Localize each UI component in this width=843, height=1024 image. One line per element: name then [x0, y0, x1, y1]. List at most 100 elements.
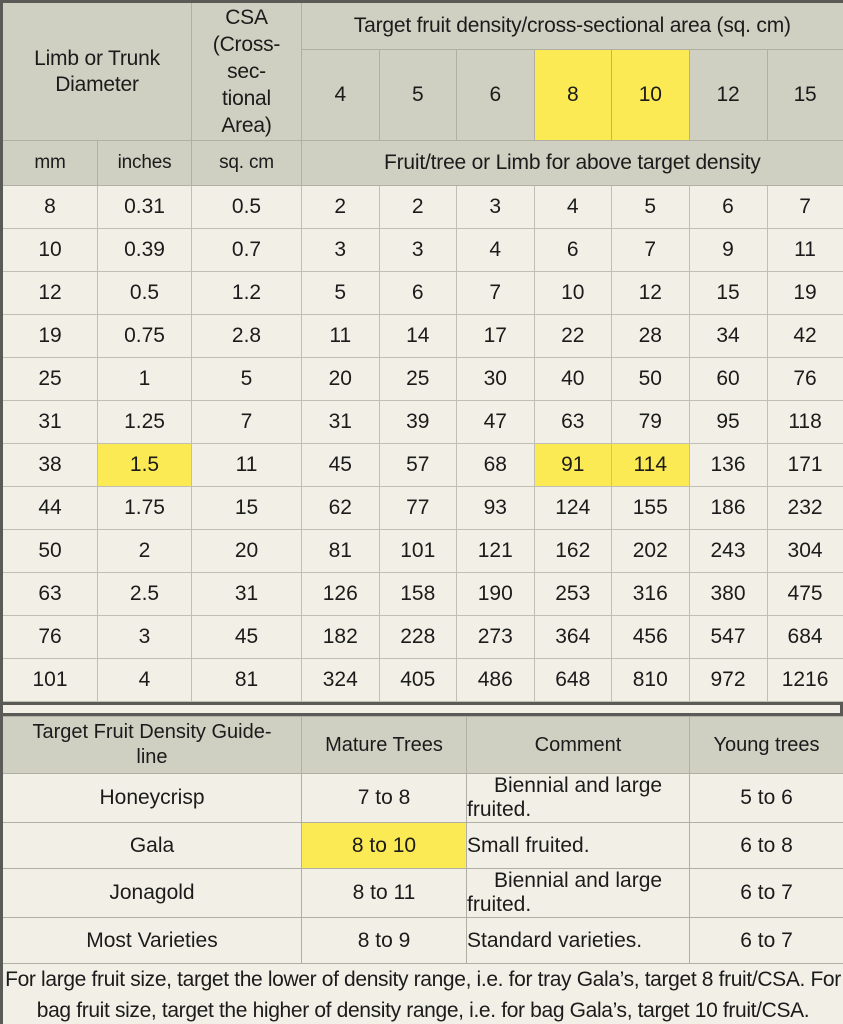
cell-density-12: 243 [688, 529, 768, 573]
header-fruit-per-tree-span: Fruit/tree or Limb for above target dens… [301, 140, 843, 186]
header-limb-or-trunk-diameter: Limb or Trunk Diameter [0, 1, 193, 141]
cell-density-4: 5 [301, 271, 380, 315]
cell-young-trees: 6 to 7 [689, 917, 843, 964]
cell-variety-name: Jonagold [1, 868, 302, 918]
cell-density-5: 101 [378, 529, 458, 573]
cell-density-5: 6 [378, 271, 458, 315]
cell-density-6: 47 [456, 400, 535, 444]
cell-density-4: 182 [301, 615, 380, 659]
cell-density-15: 304 [766, 529, 843, 573]
cell-mm: 38 [1, 443, 98, 487]
cell-inches: 2 [96, 529, 193, 573]
cell-sqcm: 15 [191, 486, 303, 530]
cell-density-8: 40 [533, 357, 613, 401]
cell-density-15: 42 [766, 314, 843, 358]
cell-young-trees: 6 to 8 [689, 822, 843, 869]
cell-density-4: 62 [301, 486, 380, 530]
cell-density-12: 380 [688, 572, 768, 616]
cell-density-5: 2 [378, 185, 458, 229]
cell-inches: 1.75 [96, 486, 193, 530]
cell-density-10: 155 [611, 486, 690, 530]
cell-density-12: 95 [688, 400, 768, 444]
cell-sqcm: 5 [191, 357, 303, 401]
table-row: 38 1.5 11 45 57 68 91 114 136 171 [1, 443, 843, 487]
guideline-row: Honeycrisp 7 to 8 Biennial and large fruit… [1, 773, 843, 823]
cell-inches: 1.5 [96, 443, 193, 487]
cell-density-5: 14 [378, 314, 458, 358]
guideline-row: Jonagold 8 to 11 Biennial and large fruite… [1, 868, 843, 918]
cell-mm: 31 [1, 400, 98, 444]
cell-density-6: 273 [456, 615, 535, 659]
cell-density-15: 7 [766, 185, 843, 229]
cell-density-10: 79 [611, 400, 690, 444]
header-density-12: 12 [688, 49, 768, 141]
cell-density-8: 124 [533, 486, 613, 530]
cell-mm: 25 [1, 357, 98, 401]
guideline-row: Most Varieties 8 to 9 Standard varieties. 6… [1, 917, 843, 964]
cell-density-10: 114 [611, 443, 690, 487]
table-row: 50 2 20 81 101 121 162 202 243 304 [1, 529, 843, 573]
cell-density-8: 253 [533, 572, 613, 616]
cell-density-5: 77 [378, 486, 458, 530]
cell-sqcm: 7 [191, 400, 303, 444]
cell-inches: 4 [96, 658, 193, 702]
cell-density-4: 324 [301, 658, 380, 702]
cell-density-6: 7 [456, 271, 535, 315]
cell-comment: Small fruited. [466, 822, 690, 869]
cell-density-8: 63 [533, 400, 613, 444]
top-header-row-title: Limb or Trunk Diameter CSA (Cross-sec-tio… [0, 1, 843, 141]
cell-density-10: 7 [611, 228, 690, 272]
cell-mm: 63 [1, 572, 98, 616]
cell-mature-trees: 7 to 8 [301, 773, 467, 823]
header-density-10: 10 [611, 49, 690, 141]
cell-density-6: 121 [456, 529, 535, 573]
cell-density-5: 39 [378, 400, 458, 444]
cell-density-5: 25 [378, 357, 458, 401]
table-separator [0, 702, 843, 716]
cell-density-12: 15 [688, 271, 768, 315]
cell-mm: 50 [1, 529, 98, 573]
cell-density-6: 190 [456, 572, 535, 616]
cell-density-10: 316 [611, 572, 690, 616]
cell-density-10: 50 [611, 357, 690, 401]
top-header-row-density: 4 5 6 8 10 12 15 [2, 49, 843, 141]
table-row: 12 0.5 1.2 5 6 7 10 12 15 19 [1, 271, 843, 315]
cell-inches: 0.5 [96, 271, 193, 315]
cell-mm: 10 [1, 228, 98, 272]
header-target-density-span: Target fruit density/cross-sectional are… [301, 1, 843, 50]
cell-density-6: 4 [456, 228, 535, 272]
cell-density-10: 28 [611, 314, 690, 358]
cell-density-8: 6 [533, 228, 613, 272]
cell-density-10: 202 [611, 529, 690, 573]
cell-density-12: 136 [688, 443, 768, 487]
fruit-density-table: Limb or Trunk Diameter CSA (Cross-sec-tio… [0, 0, 843, 702]
cell-density-12: 547 [688, 615, 768, 659]
cell-density-6: 93 [456, 486, 535, 530]
cell-density-15: 76 [766, 357, 843, 401]
cell-density-4: 2 [301, 185, 380, 229]
cell-density-6: 486 [456, 658, 535, 702]
header-density-15: 15 [766, 49, 843, 141]
cell-inches: 1 [96, 357, 193, 401]
cell-density-12: 60 [688, 357, 768, 401]
cell-density-6: 17 [456, 314, 535, 358]
header-unit-mm: mm [1, 140, 98, 186]
cell-mm: 8 [1, 185, 98, 229]
header-mature-trees: Mature Trees [301, 716, 467, 774]
note-row: For large fruit size, target the lower o… [1, 963, 843, 1024]
cell-mm: 12 [1, 271, 98, 315]
cell-density-8: 22 [533, 314, 613, 358]
cell-density-5: 405 [378, 658, 458, 702]
cell-density-15: 475 [766, 572, 843, 616]
cell-density-4: 45 [301, 443, 380, 487]
cell-density-6: 3 [456, 185, 535, 229]
header-csa: CSA (Cross-sec-tional Area) [191, 1, 303, 141]
cell-density-15: 171 [766, 443, 843, 487]
cell-mm: 44 [1, 486, 98, 530]
cell-density-4: 81 [301, 529, 380, 573]
cell-inches: 0.31 [96, 185, 193, 229]
cell-density-12: 972 [688, 658, 768, 702]
table-row: 25 1 5 20 25 30 40 50 60 76 [1, 357, 843, 401]
cell-density-8: 648 [533, 658, 613, 702]
cell-sqcm: 11 [191, 443, 303, 487]
